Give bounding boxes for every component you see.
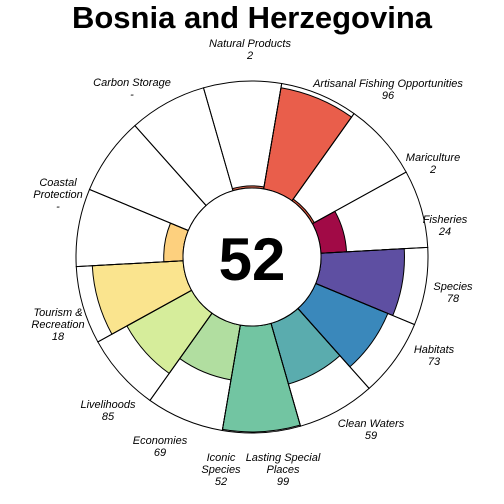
petal-label-clean-waters: Clean Waters 59 [338,418,405,442]
petal-label-artisanal-fishing-opportunities: Artisanal Fishing Opportunities 96 [312,78,463,102]
petal-label-fisheries: Fisheries 24 [423,214,468,238]
center-score: 52 [219,226,286,293]
petal-label-mariculture: Mariculture 2 [406,152,460,176]
petal-label-coastal-protection: Coastal Protection - [33,177,83,213]
center-circle [182,187,322,327]
petal-label-habitats: Habitats 73 [414,344,455,368]
petal-label-economies: Economies 69 [133,435,188,459]
petal-label-species: Species 78 [433,281,473,305]
petal-outline-coastal-protection [88,124,207,232]
petal-artisanal-fishing-opportunities [263,87,353,202]
petal-label-livelihoods: Livelihoods 85 [80,399,136,423]
petal-outline-carbon-storage [134,87,234,207]
petal-label-iconic-species: Iconic Species 52 [201,452,241,488]
petal-labels-group: Natural Products 2 Artisanal Fishing Oppor… [31,38,473,488]
petal-label-lasting-special-places: Lasting Special Places 99 [246,452,321,488]
petal-label-tourism-and-recreation: Tourism & Recreation 18 [31,307,84,343]
petal-label-natural-products: Natural Products 2 [209,38,291,62]
chart-title: Bosnia and Herzegovina [72,0,433,35]
petal-label-carbon-storage: Carbon Storage - [93,77,171,101]
